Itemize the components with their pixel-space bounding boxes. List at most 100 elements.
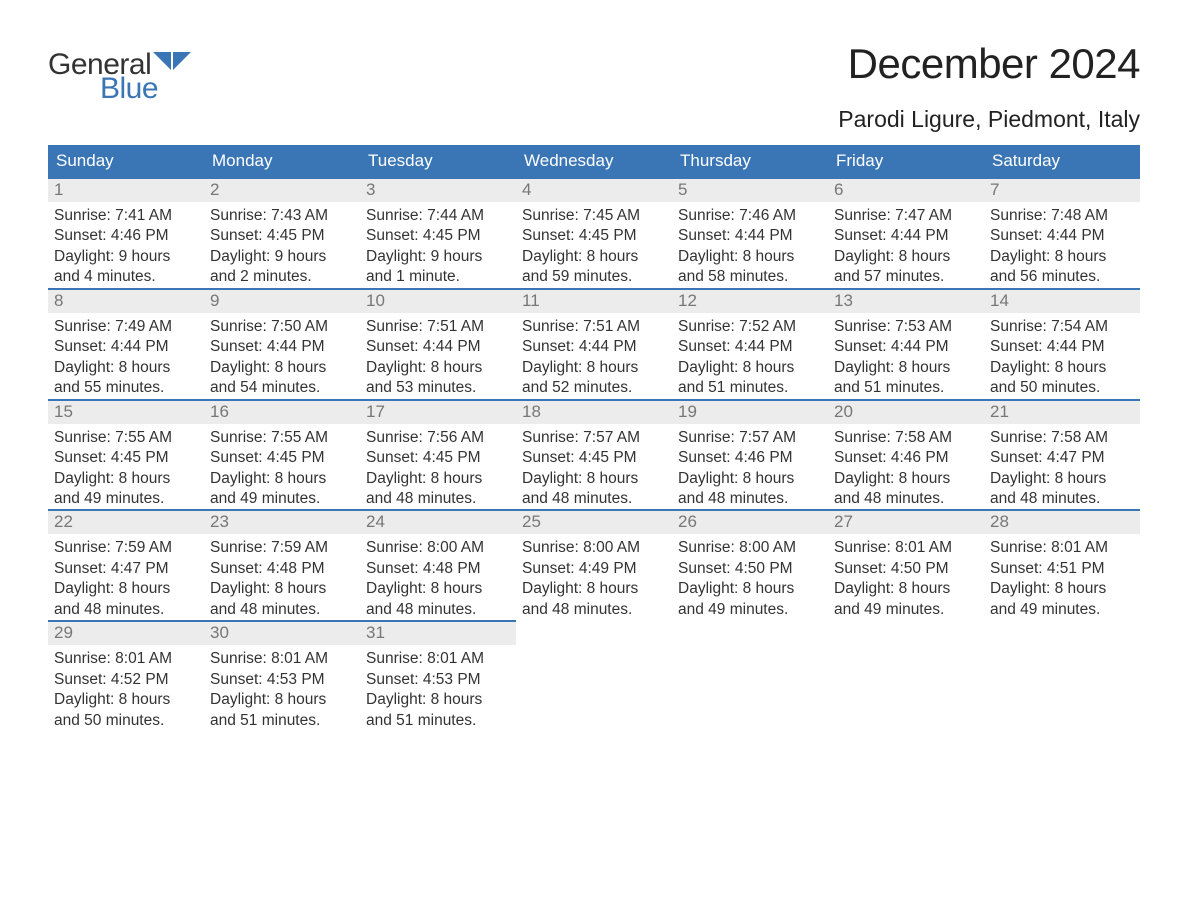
day-body: Sunrise: 7:59 AMSunset: 4:47 PMDaylight:…	[48, 534, 204, 620]
daylight-line2: and 51 minutes.	[366, 711, 510, 731]
day-body: Sunrise: 7:47 AMSunset: 4:44 PMDaylight:…	[828, 202, 984, 288]
day-body: Sunrise: 8:00 AMSunset: 4:50 PMDaylight:…	[672, 534, 828, 620]
daylight-line1: Daylight: 8 hours	[522, 579, 666, 599]
day-number: 31	[366, 623, 385, 642]
sunrise-line: Sunrise: 7:58 AM	[834, 428, 978, 448]
daylight-line2: and 51 minutes.	[210, 711, 354, 731]
title-block: December 2024 Parodi Ligure, Piedmont, I…	[838, 40, 1140, 133]
sunrise-line: Sunrise: 8:01 AM	[990, 538, 1134, 558]
day-number: 28	[990, 512, 1009, 531]
day-body: Sunrise: 7:45 AMSunset: 4:45 PMDaylight:…	[516, 202, 672, 288]
daylight-line1: Daylight: 8 hours	[834, 469, 978, 489]
day-number: 11	[522, 291, 540, 310]
calendar-day-cell: 22 Sunrise: 7:59 AMSunset: 4:47 PMDayligh…	[48, 509, 204, 620]
calendar-day-cell: 26Sunrise: 8:00 AMSunset: 4:50 PMDayligh…	[672, 509, 828, 620]
day-number: 10	[366, 291, 385, 310]
sunrise-line: Sunrise: 7:50 AM	[210, 317, 354, 337]
day-body: Sunrise: 7:57 AMSunset: 4:46 PMDaylight:…	[672, 424, 828, 510]
calendar-day-cell: 2Sunrise: 7:43 AMSunset: 4:45 PMDaylight…	[204, 177, 360, 288]
daylight-line2: and 51 minutes.	[678, 378, 822, 398]
sunrise-line: Sunrise: 8:01 AM	[210, 649, 354, 669]
daylight-line1: Daylight: 8 hours	[210, 579, 354, 599]
sunrise-line: Sunrise: 7:46 AM	[678, 206, 822, 226]
sunset-line: Sunset: 4:48 PM	[366, 559, 510, 579]
day-body: Sunrise: 7:57 AMSunset: 4:45 PMDaylight:…	[516, 424, 672, 510]
weekday-header: Thursday	[672, 145, 828, 177]
day-number: 8	[54, 291, 63, 310]
sunset-line: Sunset: 4:53 PM	[366, 670, 510, 690]
calendar-day-cell	[672, 620, 828, 731]
day-body: Sunrise: 7:55 AMSunset: 4:45 PMDaylight:…	[48, 424, 204, 510]
day-number-row: 21	[984, 399, 1140, 424]
calendar-day-cell: 9Sunrise: 7:50 AMSunset: 4:44 PMDaylight…	[204, 288, 360, 399]
day-number: 4	[522, 180, 531, 199]
calendar-day-cell: 1Sunrise: 7:41 AMSunset: 4:46 PMDaylight…	[48, 177, 204, 288]
calendar-day-cell: 11Sunrise: 7:51 AMSunset: 4:44 PMDayligh…	[516, 288, 672, 399]
daylight-line2: and 48 minutes.	[366, 600, 510, 620]
daylight-line1: Daylight: 8 hours	[990, 469, 1134, 489]
calendar-day-cell	[828, 620, 984, 731]
day-number: 16	[210, 402, 229, 421]
logo: General Blue	[48, 40, 191, 106]
calendar-day-cell: 31 Sunrise: 8:01 AMSunset: 4:53 PMDayligh…	[360, 620, 516, 731]
sunset-line: Sunset: 4:45 PM	[522, 226, 666, 246]
sunset-line: Sunset: 4:44 PM	[522, 337, 666, 357]
day-number-row: 3	[360, 177, 516, 202]
calendar-day-cell: 15 Sunrise: 7:55 AMSunset: 4:45 PMDayligh…	[48, 399, 204, 510]
day-number-row: 7	[984, 177, 1140, 202]
day-number-row: 31	[360, 620, 516, 645]
sunset-line: Sunset: 4:46 PM	[678, 448, 822, 468]
day-body: Sunrise: 7:58 AMSunset: 4:47 PMDaylight:…	[984, 424, 1140, 510]
day-body: Sunrise: 7:55 AMSunset: 4:45 PMDaylight:…	[204, 424, 360, 510]
calendar-day-cell: 8Sunrise: 7:49 AMSunset: 4:44 PMDaylight…	[48, 288, 204, 399]
calendar-day-cell: 27Sunrise: 8:01 AMSunset: 4:50 PMDayligh…	[828, 509, 984, 620]
day-body: Sunrise: 7:48 AMSunset: 4:44 PMDaylight:…	[984, 202, 1140, 288]
calendar-day-cell: 21Sunrise: 7:58 AMSunset: 4:47 PMDayligh…	[984, 399, 1140, 510]
day-number: 2	[210, 180, 219, 199]
daylight-line2: and 52 minutes.	[522, 378, 666, 398]
daylight-line1: Daylight: 8 hours	[678, 247, 822, 267]
day-body: Sunrise: 7:58 AMSunset: 4:46 PMDaylight:…	[828, 424, 984, 510]
daylight-line2: and 1 minute.	[366, 267, 510, 287]
day-body: Sunrise: 8:01 AMSunset: 4:53 PMDaylight:…	[360, 645, 516, 731]
day-number-row: 18	[516, 399, 672, 424]
day-number-row: 19	[672, 399, 828, 424]
sunset-line: Sunset: 4:45 PM	[210, 226, 354, 246]
day-number: 15	[54, 402, 73, 421]
daylight-line2: and 50 minutes.	[990, 378, 1134, 398]
daylight-line1: Daylight: 8 hours	[366, 469, 510, 489]
sunrise-line: Sunrise: 7:53 AM	[834, 317, 978, 337]
weekday-header: Monday	[204, 145, 360, 177]
day-number-row: 12	[672, 288, 828, 313]
sunrise-line: Sunrise: 7:49 AM	[54, 317, 198, 337]
flag-icon	[153, 52, 191, 79]
day-number: 14	[990, 291, 1009, 310]
sunset-line: Sunset: 4:47 PM	[54, 559, 198, 579]
day-number-row: 24	[360, 509, 516, 534]
day-number-row: 28	[984, 509, 1140, 534]
calendar-day-cell: 5Sunrise: 7:46 AMSunset: 4:44 PMDaylight…	[672, 177, 828, 288]
sunrise-line: Sunrise: 8:00 AM	[522, 538, 666, 558]
daylight-line2: and 55 minutes.	[54, 378, 198, 398]
daylight-line2: and 2 minutes.	[210, 267, 354, 287]
sunrise-line: Sunrise: 7:52 AM	[678, 317, 822, 337]
daylight-line2: and 49 minutes.	[678, 600, 822, 620]
calendar-day-cell: 28Sunrise: 8:01 AMSunset: 4:51 PMDayligh…	[984, 509, 1140, 620]
day-number: 5	[678, 180, 687, 199]
day-number-row: 4	[516, 177, 672, 202]
sunrise-line: Sunrise: 7:41 AM	[54, 206, 198, 226]
sunset-line: Sunset: 4:53 PM	[210, 670, 354, 690]
sunrise-line: Sunrise: 8:01 AM	[834, 538, 978, 558]
day-number-row: 20	[828, 399, 984, 424]
calendar-day-cell: 30Sunrise: 8:01 AMSunset: 4:53 PMDayligh…	[204, 620, 360, 731]
daylight-line1: Daylight: 8 hours	[54, 690, 198, 710]
day-number-row: 2	[204, 177, 360, 202]
sunset-line: Sunset: 4:45 PM	[522, 448, 666, 468]
sunrise-line: Sunrise: 7:45 AM	[522, 206, 666, 226]
daylight-line2: and 48 minutes.	[522, 600, 666, 620]
sunrise-line: Sunrise: 7:57 AM	[678, 428, 822, 448]
day-number: 27	[834, 512, 853, 531]
day-number: 22	[54, 512, 73, 531]
calendar-day-cell: 18Sunrise: 7:57 AMSunset: 4:45 PMDayligh…	[516, 399, 672, 510]
sunset-line: Sunset: 4:51 PM	[990, 559, 1134, 579]
